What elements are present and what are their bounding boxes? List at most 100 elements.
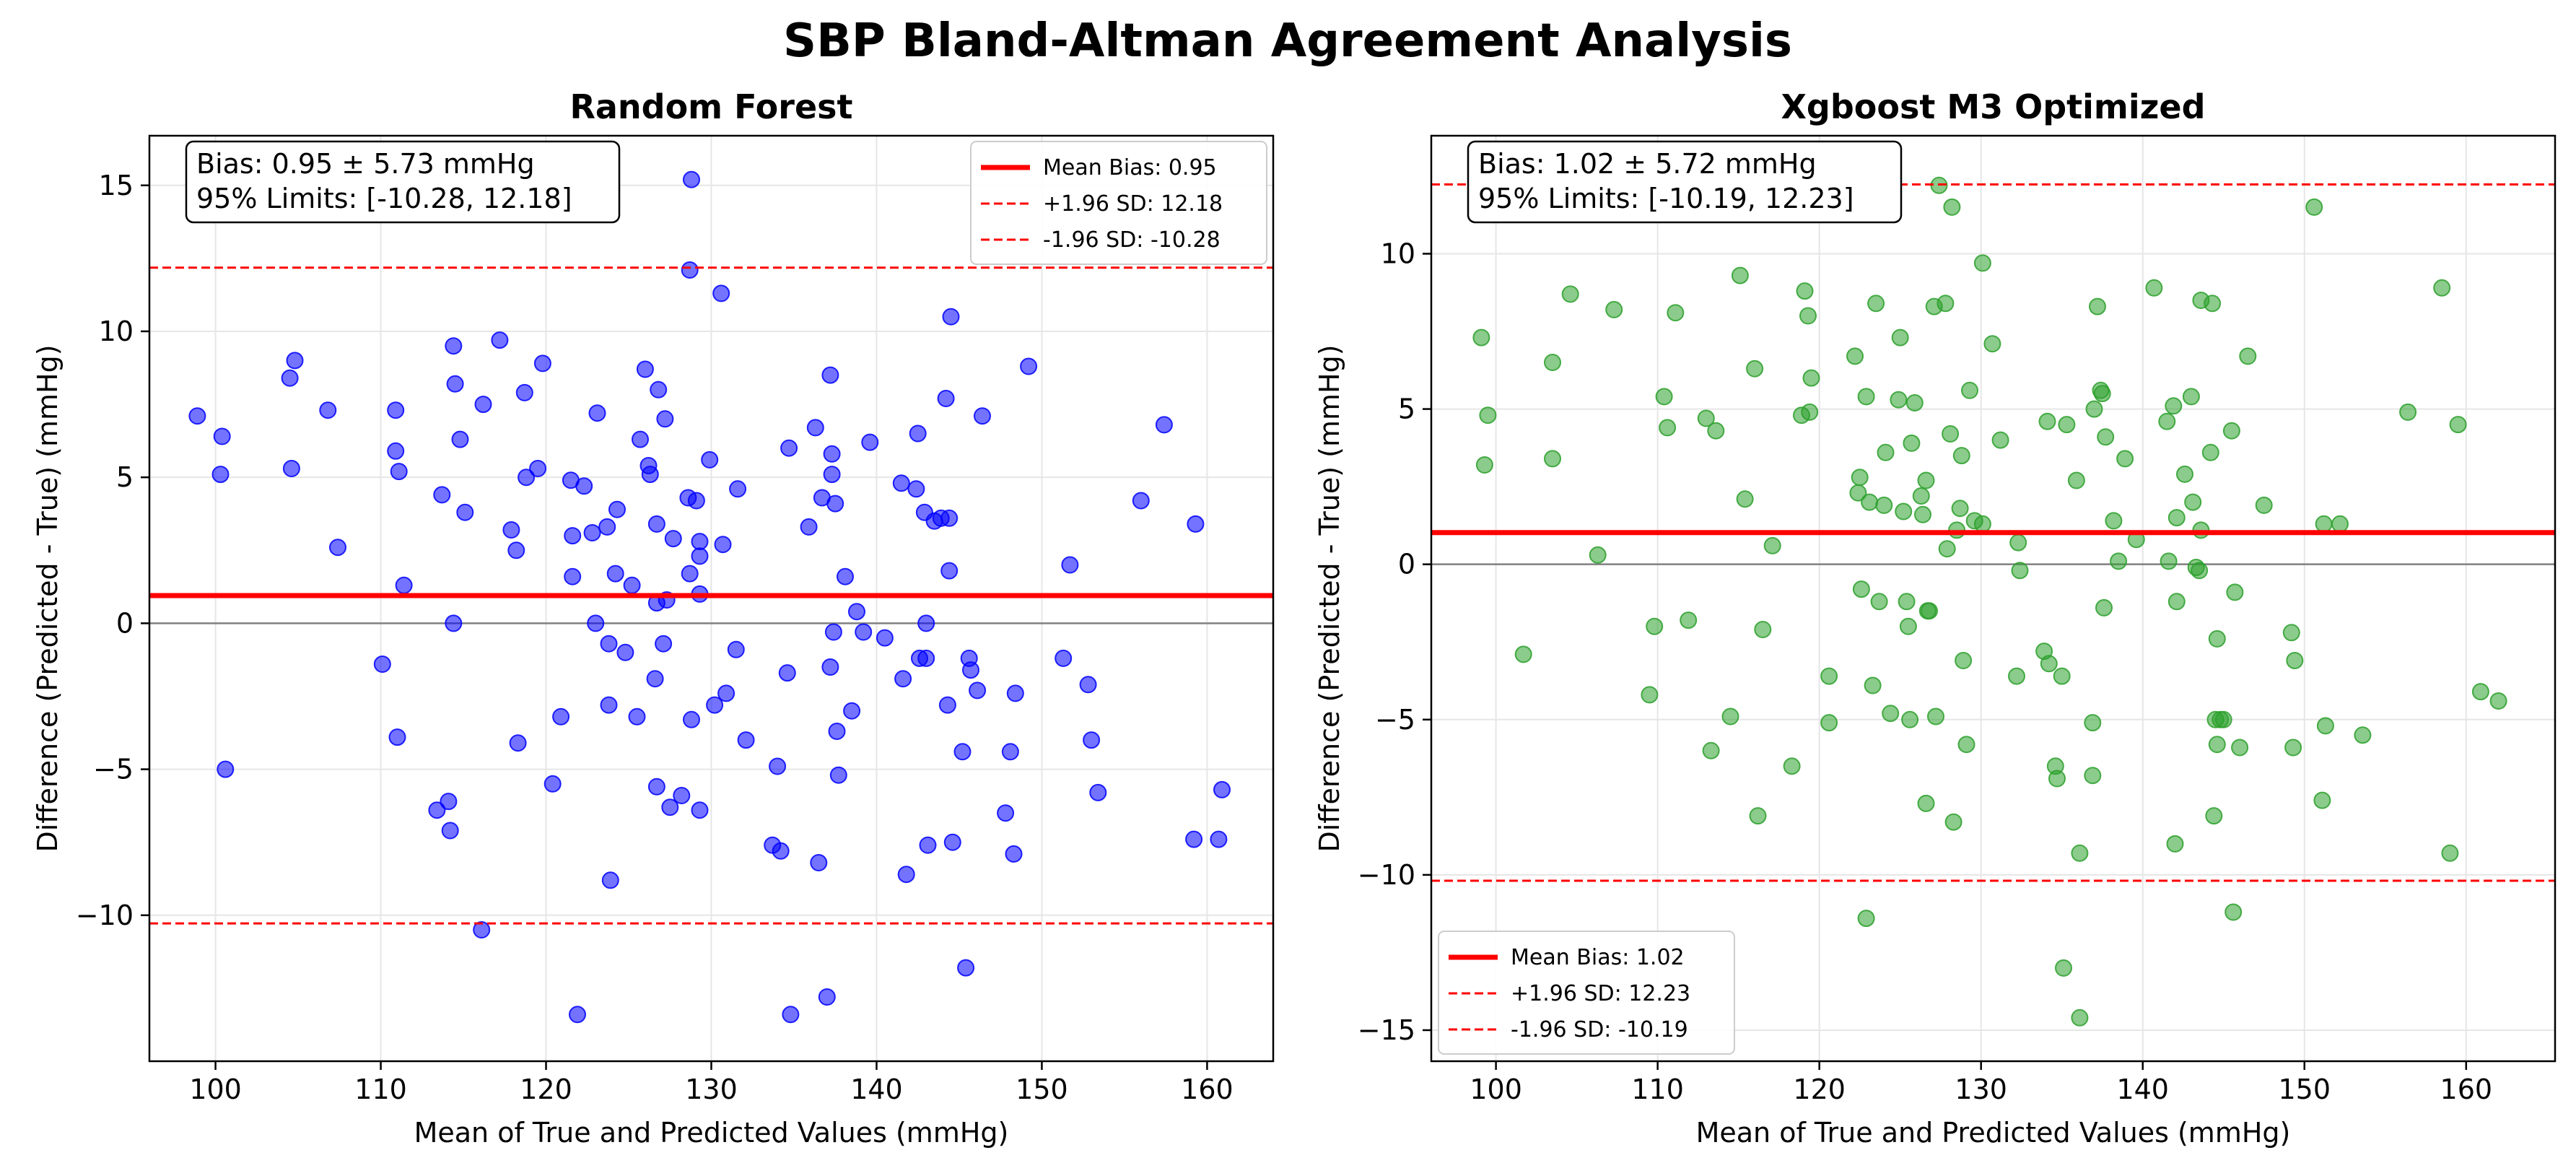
data-point bbox=[1736, 490, 1754, 508]
data-point bbox=[2166, 835, 2184, 853]
data-point bbox=[2167, 509, 2186, 527]
data-point bbox=[2331, 515, 2349, 533]
data-point bbox=[213, 427, 231, 445]
data-point bbox=[2284, 739, 2302, 757]
data-point bbox=[1749, 807, 1767, 825]
data-point bbox=[823, 445, 841, 463]
data-point bbox=[474, 396, 492, 414]
data-point bbox=[701, 450, 719, 469]
data-point bbox=[782, 1006, 800, 1024]
data-point bbox=[778, 664, 796, 682]
data-point bbox=[691, 801, 709, 819]
data-point bbox=[800, 518, 818, 536]
data-point bbox=[2191, 562, 2209, 580]
data-point bbox=[1210, 830, 1228, 848]
data-point bbox=[1213, 780, 1231, 798]
data-point bbox=[1020, 357, 1038, 375]
data-point bbox=[387, 401, 405, 419]
data-point bbox=[712, 284, 730, 302]
data-point bbox=[2399, 403, 2417, 421]
data-point bbox=[2040, 655, 2058, 673]
data-point bbox=[1917, 471, 1935, 489]
data-point bbox=[509, 734, 527, 752]
x-tick-label: 110 bbox=[354, 1073, 407, 1105]
x-tick-label: 110 bbox=[1631, 1073, 1684, 1105]
data-point bbox=[1867, 295, 1885, 313]
data-point bbox=[1955, 652, 1973, 669]
data-point bbox=[1983, 335, 2001, 353]
data-point bbox=[780, 439, 798, 457]
y-axis-label: Difference (Predicted - True) (mmHg) bbox=[32, 344, 64, 852]
legend-box bbox=[970, 141, 1267, 265]
data-point bbox=[1921, 602, 1938, 620]
data-point bbox=[2008, 667, 2025, 685]
data-point bbox=[1943, 198, 1961, 216]
data-point bbox=[843, 702, 861, 720]
legend-entry: Mean Bias: 1.02 bbox=[1511, 945, 1685, 970]
xgb-plot-area bbox=[1431, 176, 2555, 1027]
data-point bbox=[1890, 391, 1908, 409]
data-point bbox=[1089, 783, 1107, 801]
data-point bbox=[2084, 767, 2102, 785]
data-point bbox=[1006, 684, 1024, 702]
data-point bbox=[441, 822, 459, 840]
data-point bbox=[691, 547, 709, 565]
data-point bbox=[445, 337, 463, 355]
data-point bbox=[1903, 434, 1921, 452]
data-point bbox=[940, 509, 959, 527]
data-point bbox=[2441, 844, 2459, 862]
data-point bbox=[2165, 397, 2183, 415]
data-point bbox=[319, 401, 337, 419]
data-point bbox=[2084, 714, 2102, 732]
data-point bbox=[1870, 593, 1888, 611]
data-point bbox=[533, 354, 551, 373]
data-point bbox=[600, 696, 618, 714]
data-point bbox=[655, 635, 673, 653]
data-point bbox=[491, 331, 509, 349]
y-tick-label: 0 bbox=[116, 607, 134, 639]
data-point bbox=[2433, 279, 2451, 297]
data-point bbox=[2011, 562, 2029, 580]
data-point bbox=[2214, 710, 2232, 728]
data-point bbox=[897, 866, 915, 884]
data-point bbox=[1783, 757, 1801, 775]
data-point bbox=[601, 871, 619, 889]
data-point bbox=[608, 500, 626, 518]
data-point bbox=[919, 836, 937, 854]
data-point bbox=[1917, 794, 1935, 812]
data-point bbox=[2158, 412, 2176, 430]
data-point bbox=[388, 728, 406, 746]
data-point bbox=[2313, 791, 2331, 809]
data-point bbox=[907, 480, 925, 498]
data-point bbox=[2208, 736, 2226, 754]
data-point bbox=[1796, 282, 1814, 300]
data-point bbox=[1846, 347, 1864, 365]
legend-entry: +1.96 SD: 12.23 bbox=[1511, 981, 1690, 1006]
data-point bbox=[2067, 471, 2085, 489]
data-point bbox=[1132, 492, 1150, 510]
x-tick-label: 160 bbox=[1181, 1073, 1234, 1105]
y-tick-label: 0 bbox=[1398, 549, 1415, 580]
data-point bbox=[818, 988, 836, 1006]
data-point bbox=[598, 518, 616, 536]
data-point bbox=[1479, 406, 1497, 424]
data-point bbox=[2315, 515, 2333, 533]
data-point bbox=[1659, 419, 1677, 437]
data-point bbox=[1820, 714, 1838, 732]
annotation-box bbox=[185, 140, 621, 224]
data-point bbox=[909, 424, 927, 443]
data-point bbox=[917, 649, 935, 667]
data-point bbox=[1952, 447, 1970, 465]
data-point bbox=[1991, 431, 2009, 449]
data-point bbox=[1605, 300, 1623, 318]
data-point bbox=[646, 670, 664, 688]
panel-title: Xgboost M3 Optimized bbox=[1781, 87, 2205, 126]
data-point bbox=[917, 614, 935, 632]
x-tick-label: 150 bbox=[2278, 1073, 2331, 1105]
data-point bbox=[623, 576, 641, 594]
data-point bbox=[1820, 667, 1838, 685]
data-point bbox=[2071, 1009, 2089, 1027]
data-point bbox=[769, 757, 787, 775]
data-point bbox=[641, 466, 659, 484]
